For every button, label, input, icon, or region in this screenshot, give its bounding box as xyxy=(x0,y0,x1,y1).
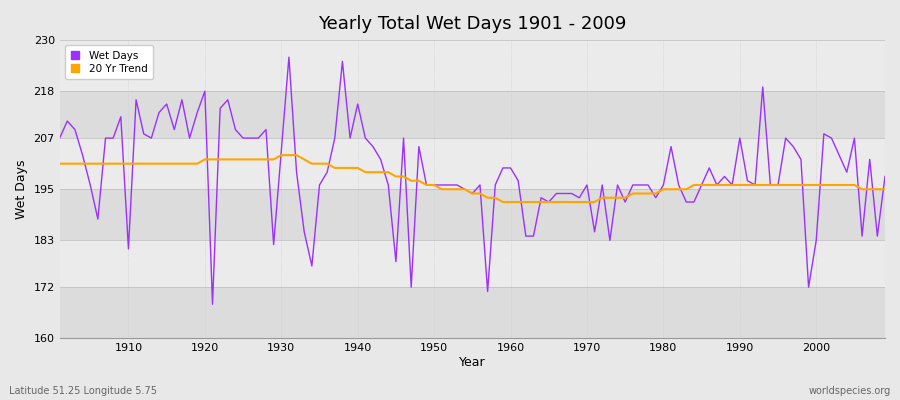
Wet Days xyxy=(513,178,524,183)
20 Yr Trend xyxy=(513,200,524,204)
20 Yr Trend xyxy=(879,187,890,192)
20 Yr Trend xyxy=(498,200,508,204)
X-axis label: Year: Year xyxy=(459,356,486,369)
Title: Yearly Total Wet Days 1901 - 2009: Yearly Total Wet Days 1901 - 2009 xyxy=(318,15,626,33)
Bar xyxy=(59,91,885,138)
Bar xyxy=(59,138,885,189)
Wet Days xyxy=(54,136,65,140)
Wet Days xyxy=(520,234,531,238)
Y-axis label: Wet Days: Wet Days xyxy=(15,160,28,219)
20 Yr Trend xyxy=(612,195,623,200)
20 Yr Trend xyxy=(54,161,65,166)
Bar xyxy=(59,240,885,287)
Wet Days xyxy=(612,182,623,187)
Wet Days xyxy=(115,114,126,119)
Wet Days xyxy=(284,55,294,60)
20 Yr Trend xyxy=(337,166,347,170)
20 Yr Trend xyxy=(292,153,302,158)
Bar xyxy=(59,189,885,240)
Text: worldspecies.org: worldspecies.org xyxy=(809,386,891,396)
Text: Latitude 51.25 Longitude 5.75: Latitude 51.25 Longitude 5.75 xyxy=(9,386,157,396)
Wet Days xyxy=(879,174,890,179)
Bar xyxy=(59,40,885,91)
Bar xyxy=(59,287,885,338)
Legend: Wet Days, 20 Yr Trend: Wet Days, 20 Yr Trend xyxy=(65,45,153,79)
Line: Wet Days: Wet Days xyxy=(59,57,885,304)
Wet Days xyxy=(207,302,218,307)
Wet Days xyxy=(345,136,356,140)
20 Yr Trend xyxy=(276,153,287,158)
Wet Days xyxy=(299,230,310,234)
Line: 20 Yr Trend: 20 Yr Trend xyxy=(59,155,885,202)
20 Yr Trend xyxy=(520,200,531,204)
20 Yr Trend xyxy=(115,161,126,166)
